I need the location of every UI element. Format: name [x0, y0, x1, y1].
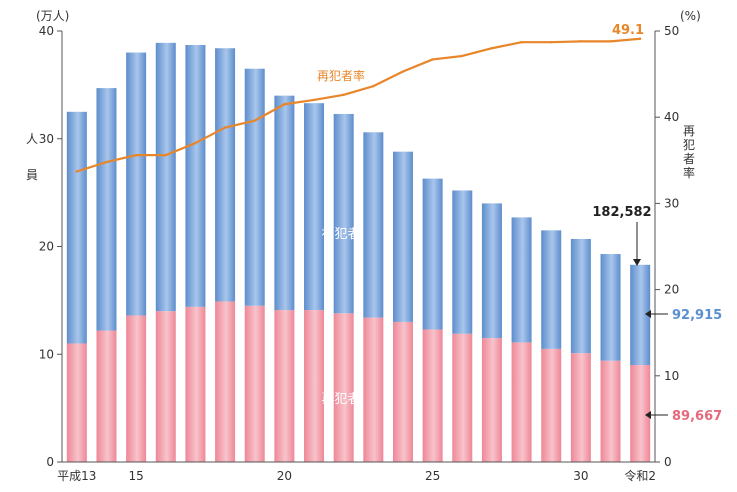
- rate-point-3: [164, 153, 167, 157]
- bar-first-12: [422, 178, 443, 330]
- x-tick-label-2: 20: [277, 469, 292, 483]
- rate-point-15: [520, 41, 523, 44]
- rate-point-14: [490, 47, 494, 50]
- bar-repeat-16: [541, 348, 562, 462]
- bar-repeat-13: [452, 333, 473, 462]
- x-tick-label-3: 25: [425, 469, 440, 483]
- right-axis-label: 再犯者率: [683, 124, 695, 180]
- repeat-arrow-head: [645, 411, 651, 419]
- rate-point-1: [105, 160, 108, 164]
- bar-repeat-5: [215, 301, 236, 462]
- series-label-rate: 再犯者率: [317, 68, 365, 83]
- bar-repeat-1: [96, 330, 117, 462]
- bar-repeat-12: [422, 329, 443, 462]
- callouts: 49.1 182,582 92,915 89,667: [592, 23, 722, 424]
- bar-first-18: [600, 254, 621, 361]
- rate-point-8: [312, 98, 316, 102]
- rate-point-0: [75, 170, 79, 173]
- left-axis-unit: (万人): [36, 9, 69, 23]
- bar-first-1: [96, 88, 117, 331]
- left-tick-label-20: 20: [39, 240, 54, 254]
- bar-repeat-11: [392, 321, 413, 462]
- right-axis-unit: (%): [680, 9, 701, 23]
- rate-point-11: [401, 70, 405, 73]
- total-arrow-head: [633, 259, 641, 266]
- bar-first-3: [155, 42, 176, 312]
- total-last-label: 182,582: [592, 205, 651, 220]
- left-tick-label-10: 10: [39, 347, 54, 361]
- bar-repeat-9: [333, 313, 354, 462]
- rate-point-4: [194, 141, 197, 145]
- bar-first-8: [304, 103, 325, 311]
- rate-point-12: [431, 58, 434, 61]
- series-label-first: 初犯者: [321, 227, 360, 242]
- bar-repeat-18: [600, 360, 621, 462]
- bar-first-2: [126, 52, 147, 316]
- left-axis-ticks: 0 10 20 30 40: [39, 24, 62, 469]
- bar-repeat-15: [511, 342, 532, 462]
- rate-point-16: [550, 41, 553, 44]
- rate-point-6: [253, 119, 256, 122]
- bars-group: [66, 42, 651, 462]
- bar-first-19: [630, 264, 651, 366]
- right-tick-label-20: 20: [664, 283, 679, 297]
- first-arrow-head: [645, 310, 651, 318]
- x-tick-label-0: 平成13: [57, 469, 96, 483]
- rate-point-7: [283, 103, 286, 106]
- right-tick-label-30: 30: [664, 196, 679, 210]
- rate-point-5: [223, 126, 227, 129]
- bar-repeat-4: [185, 306, 206, 462]
- rate-point-9: [342, 93, 345, 96]
- left-tick-label-0: 0: [46, 455, 54, 469]
- bar-first-15: [511, 217, 532, 343]
- bar-repeat-14: [481, 338, 502, 462]
- rate-line: [76, 37, 641, 173]
- x-tick-label-5: 令和2: [624, 468, 656, 483]
- bar-first-7: [274, 95, 295, 311]
- rate-point-17: [579, 40, 583, 43]
- bar-repeat-3: [155, 311, 176, 462]
- x-tick-label-4: 30: [573, 469, 588, 483]
- bar-repeat-17: [570, 353, 591, 462]
- bar-first-13: [452, 190, 473, 334]
- rate-point-2: [134, 153, 138, 157]
- bar-first-0: [66, 111, 87, 344]
- bar-first-16: [541, 230, 562, 349]
- rate-point-13: [461, 54, 464, 58]
- first-last-label: 92,915: [672, 308, 722, 323]
- bar-first-10: [363, 132, 384, 318]
- bar-first-14: [481, 203, 502, 339]
- rate-line-group: [75, 37, 642, 173]
- rate-point-18: [609, 40, 612, 43]
- left-tick-label-40: 40: [39, 24, 54, 38]
- right-tick-label-10: 10: [664, 369, 679, 383]
- bar-first-4: [185, 45, 206, 307]
- left-axis-label: 人員: [26, 132, 38, 182]
- right-tick-label-50: 50: [664, 24, 679, 38]
- bar-first-6: [244, 68, 265, 306]
- bar-repeat-6: [244, 305, 265, 462]
- x-tick-label-1: 15: [128, 469, 143, 483]
- bar-repeat-0: [66, 343, 87, 462]
- rate-last-label: 49.1: [612, 23, 644, 38]
- bar-first-17: [570, 238, 591, 354]
- bar-repeat-19: [630, 365, 651, 462]
- bar-first-9: [333, 113, 354, 314]
- right-tick-label-0: 0: [664, 455, 672, 469]
- bar-repeat-2: [126, 315, 147, 462]
- bar-repeat-7: [274, 310, 295, 462]
- repeat-last-label: 89,667: [672, 409, 722, 424]
- right-axis-ticks: 0 10 20 30 40 50: [655, 24, 679, 469]
- rate-point-19: [638, 37, 642, 40]
- bar-repeat-8: [304, 310, 325, 462]
- bar-first-11: [392, 151, 413, 322]
- bar-repeat-10: [363, 317, 384, 462]
- right-tick-label-40: 40: [664, 110, 679, 124]
- series-label-repeat: 再犯者: [321, 392, 360, 407]
- x-axis-ticks: 平成13 15 20 25 30 令和2: [57, 468, 656, 483]
- rate-point-10: [372, 84, 375, 88]
- bar-first-5: [215, 48, 236, 302]
- left-tick-label-30: 30: [39, 132, 54, 146]
